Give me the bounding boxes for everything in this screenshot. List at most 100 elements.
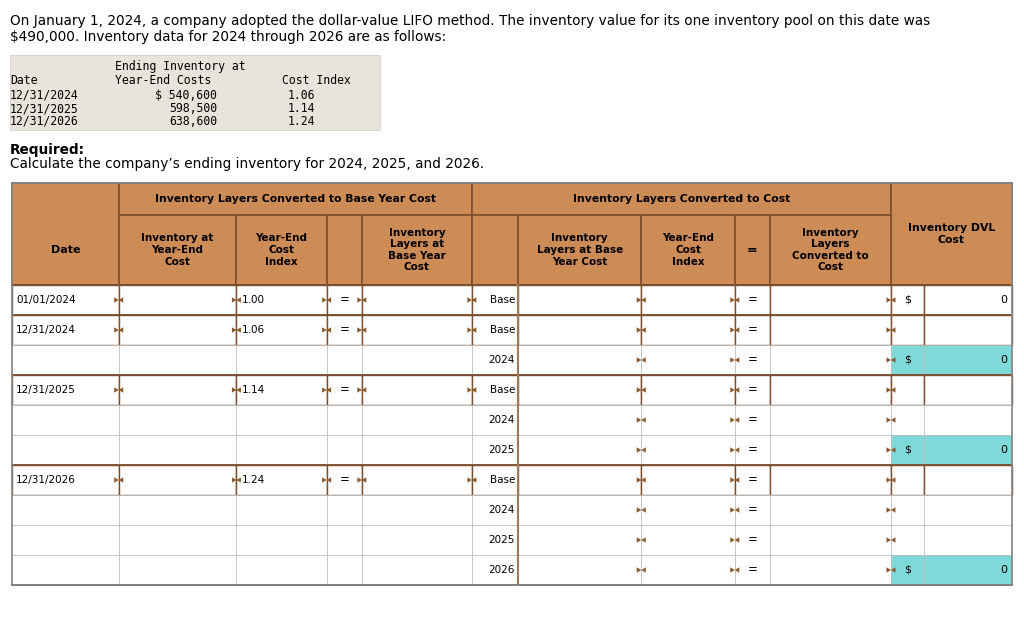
Text: $: $ (904, 295, 911, 305)
Polygon shape (735, 357, 739, 363)
Polygon shape (467, 388, 472, 392)
Text: 12/31/2026: 12/31/2026 (10, 115, 79, 128)
Bar (518, 285, 641, 315)
Bar (119, 465, 237, 495)
Text: =: = (748, 243, 758, 256)
Text: Calculate the company’s ending inventory for 2024, 2025, and 2026.: Calculate the company’s ending inventory… (10, 157, 484, 171)
Polygon shape (891, 568, 895, 573)
Bar (924, 495, 1012, 525)
Polygon shape (323, 327, 327, 333)
Polygon shape (887, 537, 891, 543)
Bar (641, 345, 735, 375)
Text: Base: Base (489, 325, 515, 335)
Bar (361, 435, 472, 465)
Text: $: $ (904, 445, 911, 455)
Text: Inventory at
Year-End
Cost: Inventory at Year-End Cost (141, 233, 214, 266)
Bar (641, 405, 735, 435)
Bar (12, 315, 119, 345)
Bar (119, 525, 237, 555)
Text: 2024: 2024 (488, 355, 515, 365)
Polygon shape (115, 297, 119, 302)
Bar (641, 375, 735, 405)
Bar (361, 285, 472, 315)
Polygon shape (641, 357, 646, 363)
Polygon shape (735, 537, 739, 543)
Text: 1.24: 1.24 (288, 115, 315, 128)
Bar (237, 555, 327, 585)
Text: $: $ (904, 355, 911, 365)
Polygon shape (637, 447, 641, 453)
Bar (735, 465, 770, 495)
Bar (770, 315, 891, 345)
Polygon shape (891, 297, 895, 302)
Bar (237, 495, 327, 525)
Polygon shape (887, 507, 891, 513)
Polygon shape (730, 388, 735, 392)
Bar (472, 405, 518, 435)
Text: $ 540,600: $ 540,600 (155, 89, 217, 102)
Bar (237, 465, 327, 495)
Polygon shape (115, 388, 119, 392)
Bar (735, 375, 770, 405)
Polygon shape (891, 507, 895, 513)
Bar (119, 495, 237, 525)
Polygon shape (735, 478, 739, 483)
Polygon shape (472, 388, 476, 392)
Polygon shape (887, 297, 891, 302)
Polygon shape (323, 478, 327, 483)
Polygon shape (735, 327, 739, 333)
Bar (891, 315, 924, 345)
Bar (641, 285, 735, 315)
Polygon shape (641, 447, 646, 453)
Text: =: = (748, 563, 758, 576)
Polygon shape (637, 388, 641, 392)
Bar (924, 465, 1012, 495)
Polygon shape (637, 507, 641, 513)
Bar (735, 315, 770, 345)
Polygon shape (357, 388, 361, 392)
Text: Inventory
Layers at Base
Year Cost: Inventory Layers at Base Year Cost (537, 233, 623, 266)
Polygon shape (237, 478, 241, 483)
Text: 2025: 2025 (488, 445, 515, 455)
Text: Date: Date (10, 74, 38, 87)
Polygon shape (637, 478, 641, 483)
Bar (361, 405, 472, 435)
Polygon shape (119, 327, 123, 333)
Polygon shape (327, 388, 331, 392)
Bar (641, 525, 735, 555)
Polygon shape (323, 388, 327, 392)
Text: =: = (339, 473, 349, 486)
Bar (361, 315, 472, 345)
Bar (237, 525, 327, 555)
Bar (770, 435, 891, 465)
Bar (361, 465, 472, 495)
Bar (518, 315, 641, 345)
Polygon shape (730, 507, 735, 513)
Text: Ending Inventory at: Ending Inventory at (115, 60, 246, 73)
Bar (327, 215, 361, 285)
Bar (518, 215, 641, 285)
Polygon shape (735, 447, 739, 453)
Bar (770, 285, 891, 315)
Bar (327, 465, 361, 495)
Polygon shape (637, 327, 641, 333)
Polygon shape (467, 297, 472, 302)
Text: 1.14: 1.14 (288, 102, 315, 115)
Bar (518, 435, 641, 465)
Text: 2024: 2024 (488, 415, 515, 425)
Bar (119, 435, 237, 465)
Bar (924, 315, 1012, 345)
Text: 1.24: 1.24 (242, 475, 264, 485)
Polygon shape (730, 478, 735, 483)
Text: Base: Base (489, 295, 515, 305)
Text: =: = (748, 504, 758, 517)
Polygon shape (891, 327, 895, 333)
Polygon shape (730, 447, 735, 453)
Text: 1.14: 1.14 (242, 385, 264, 395)
Bar (735, 215, 770, 285)
Bar (641, 495, 735, 525)
Bar (641, 315, 735, 345)
Polygon shape (237, 388, 241, 392)
Text: Base: Base (489, 475, 515, 485)
Bar (119, 345, 237, 375)
